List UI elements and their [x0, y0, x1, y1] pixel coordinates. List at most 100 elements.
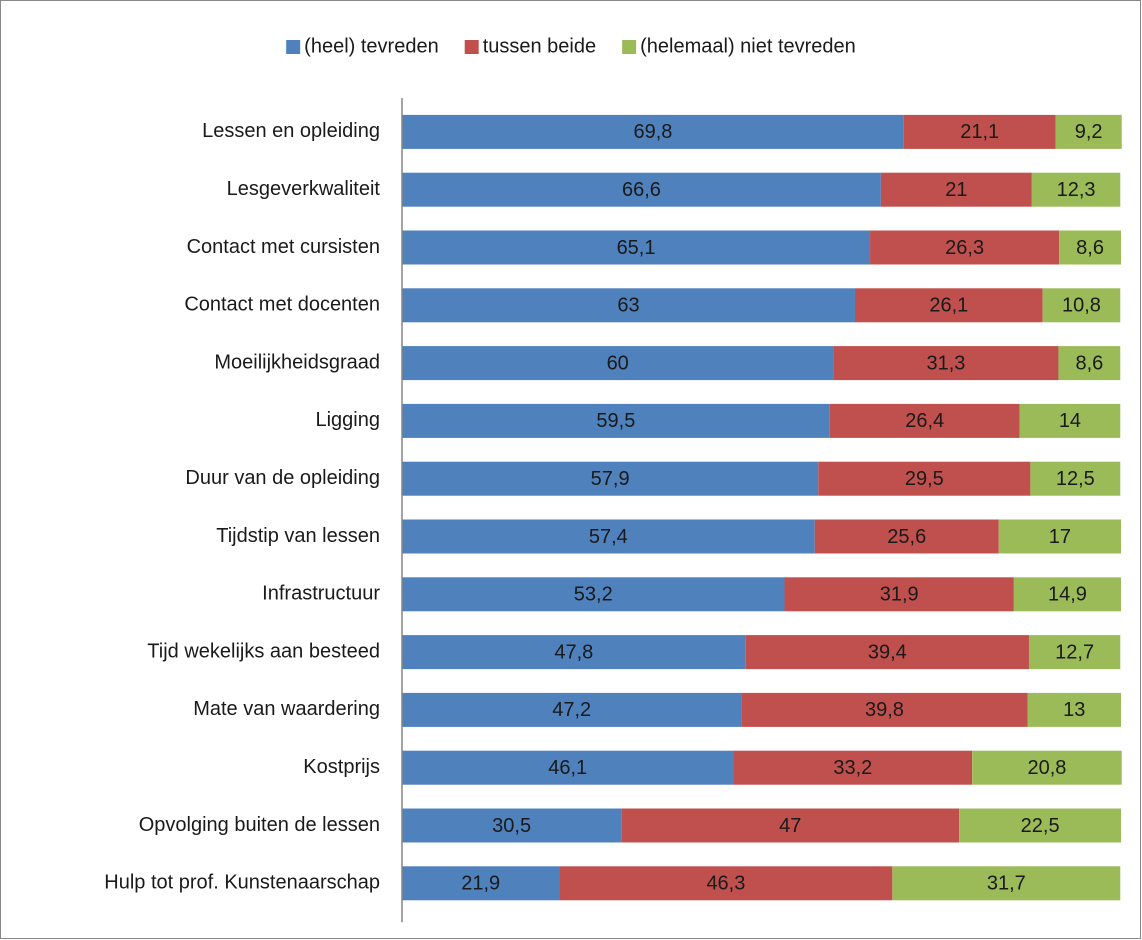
- bar-segment: [998, 519, 1121, 554]
- bar-segment: [1031, 172, 1121, 207]
- data-label: 31,7: [987, 873, 1026, 895]
- data-label: 47,2: [552, 699, 591, 721]
- legend-swatch: [286, 40, 301, 54]
- bar-segment: [402, 288, 855, 323]
- y-tick-label: Lesgeverkwaliteit: [227, 178, 381, 200]
- data-label: 25,6: [887, 526, 926, 548]
- data-label: 21,9: [461, 873, 500, 895]
- data-label: 66,6: [622, 179, 661, 201]
- bar-segment: [733, 750, 973, 785]
- bar-segment: [741, 692, 1028, 727]
- bar-segment: [814, 519, 999, 554]
- bar-segment: [829, 403, 1020, 438]
- bar-segment: [1019, 403, 1121, 438]
- bar-segment: [1013, 577, 1121, 612]
- y-tick-label: Infrastructuur: [262, 583, 380, 605]
- bar-segment: [402, 114, 904, 149]
- bar-segment: [402, 519, 815, 554]
- data-label: 8,6: [1076, 237, 1104, 259]
- bar-segment: [1030, 461, 1121, 496]
- data-label: 21,1: [960, 121, 999, 143]
- bar-segment: [1058, 346, 1121, 381]
- bar-segment: [959, 808, 1121, 843]
- data-label: 26,3: [945, 237, 984, 259]
- data-label: 30,5: [492, 815, 531, 837]
- data-label: 29,5: [905, 468, 944, 490]
- bar-segment: [854, 288, 1043, 323]
- data-label: 22,5: [1021, 815, 1060, 837]
- data-label: 39,4: [868, 641, 907, 663]
- bar-segment: [402, 866, 560, 901]
- bar-segment: [818, 461, 1031, 496]
- bar-segment: [1055, 114, 1122, 149]
- data-label: 8,6: [1075, 352, 1103, 374]
- bar-segment: [903, 114, 1056, 149]
- y-tick-label: Mate van waardering: [193, 698, 380, 720]
- bar-segment: [880, 172, 1032, 207]
- data-label: 31,9: [880, 584, 919, 606]
- data-label: 46,1: [548, 757, 587, 779]
- data-label: 60: [607, 352, 629, 374]
- data-label: 9,2: [1075, 121, 1103, 143]
- bar-segment: [833, 346, 1059, 381]
- data-label: 59,5: [596, 410, 635, 432]
- bar-segment: [621, 808, 960, 843]
- y-tick-label: Contact met docenten: [184, 294, 380, 316]
- bar-segment: [784, 577, 1014, 612]
- y-tick-label: Kostprijs: [303, 756, 380, 778]
- legend-label: (heel) tevreden: [304, 35, 439, 57]
- data-label: 17: [1049, 526, 1071, 548]
- data-label: 69,8: [633, 121, 672, 143]
- data-label: 53,2: [574, 584, 613, 606]
- y-tick-label: Opvolging buiten de lessen: [139, 814, 380, 836]
- bar-segment: [402, 750, 734, 785]
- legend-label: tussen beide: [483, 35, 596, 57]
- bar-segment: [559, 866, 893, 901]
- bar-segment: [745, 635, 1029, 670]
- bar-segment: [402, 403, 830, 438]
- y-tick-label: Lessen en opleiding: [202, 120, 380, 142]
- data-label: 12,7: [1055, 641, 1094, 663]
- y-tick-label: Contact met cursisten: [187, 236, 380, 258]
- data-label: 14,9: [1048, 584, 1087, 606]
- y-tick-label: Duur van de opleiding: [185, 467, 380, 489]
- data-label: 20,8: [1027, 757, 1066, 779]
- y-tick-label: Tijd wekelijks aan besteed: [147, 640, 380, 662]
- data-label: 31,3: [926, 352, 965, 374]
- bar-segment: [402, 635, 746, 670]
- legend-swatch: [464, 40, 479, 54]
- bar-segment: [892, 866, 1121, 901]
- y-tick-label: Hulp tot prof. Kunstenaarschap: [104, 872, 380, 894]
- bar-segment: [1042, 288, 1121, 323]
- legend-label: (helemaal) niet tevreden: [640, 35, 856, 57]
- bar-segment: [402, 346, 834, 381]
- data-label: 12,3: [1057, 179, 1096, 201]
- data-label: 57,9: [591, 468, 630, 490]
- bar-segment: [870, 230, 1060, 265]
- bar-segment: [972, 750, 1122, 785]
- data-label: 63: [617, 295, 639, 317]
- bar-segment: [402, 692, 742, 727]
- data-label: 14: [1059, 410, 1081, 432]
- data-label: 39,8: [865, 699, 904, 721]
- bar-segment: [1059, 230, 1121, 265]
- bar-segment: [402, 461, 819, 496]
- data-label: 10,8: [1062, 295, 1101, 317]
- data-label: 57,4: [589, 526, 628, 548]
- data-label: 47,8: [554, 641, 593, 663]
- data-label: 12,5: [1056, 468, 1095, 490]
- data-label: 26,4: [905, 410, 944, 432]
- data-label: 33,2: [833, 757, 872, 779]
- data-label: 46,3: [706, 873, 745, 895]
- data-label: 13: [1063, 699, 1085, 721]
- data-label: 21: [945, 179, 967, 201]
- y-tick-label: Moeilijkheidsgraad: [214, 351, 380, 373]
- y-tick-label: Ligging: [315, 409, 380, 431]
- bar-segment: [402, 577, 785, 612]
- data-label: 65,1: [617, 237, 656, 259]
- bar-segment: [402, 172, 881, 207]
- data-label: 26,1: [929, 295, 968, 317]
- data-label: 47: [779, 815, 801, 837]
- bar-segment: [1028, 635, 1121, 670]
